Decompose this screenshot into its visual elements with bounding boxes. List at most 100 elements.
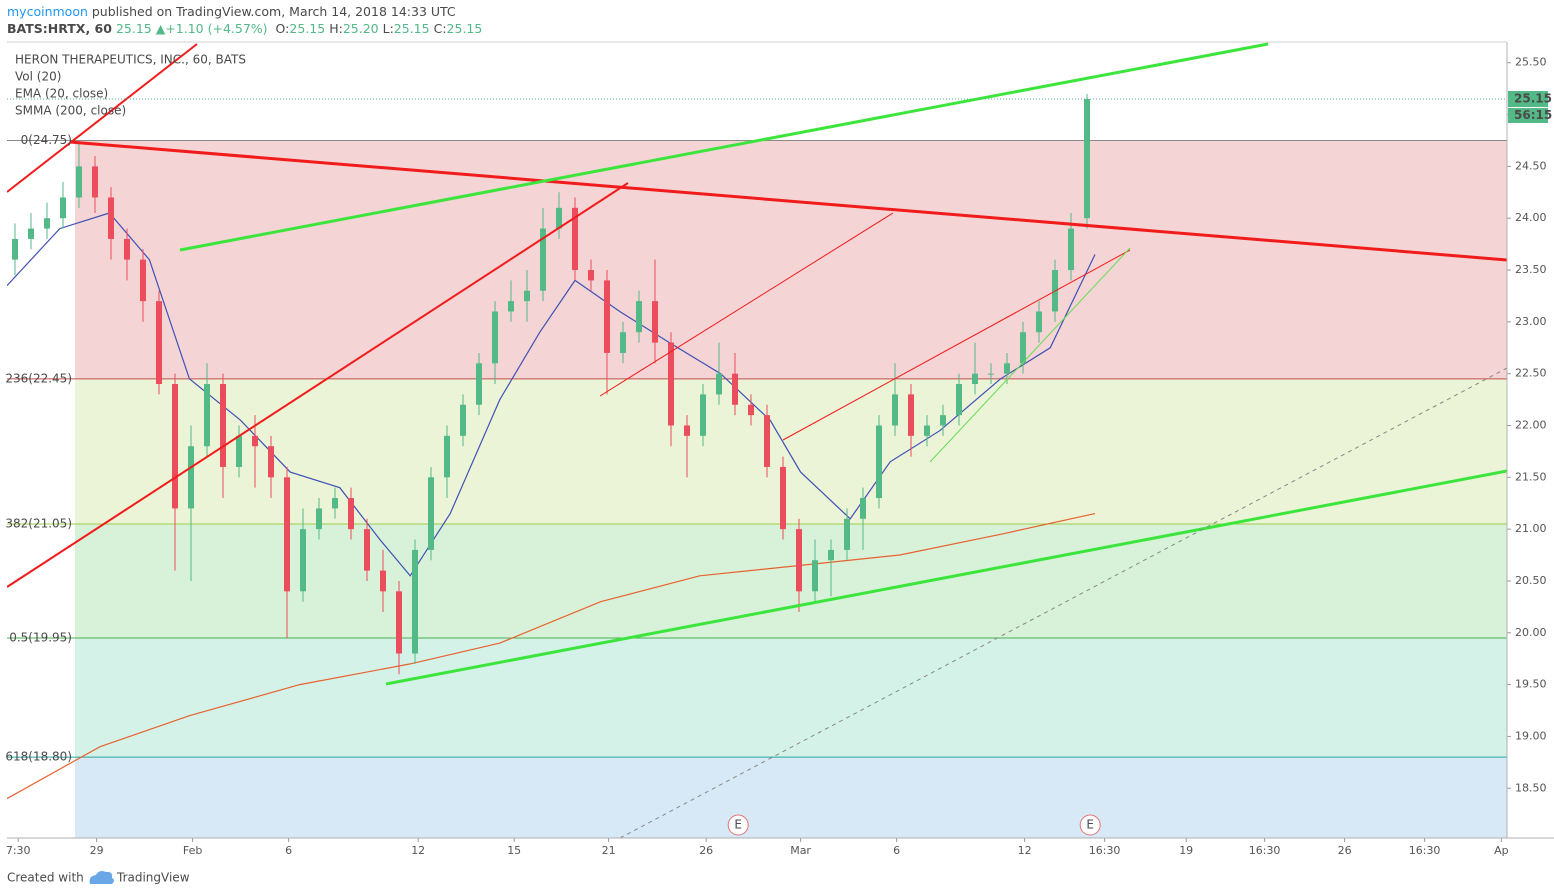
ohlc-value: 25.20	[343, 21, 379, 36]
ohlc-value: 25.15	[394, 21, 430, 36]
x-tick-label: 26	[1338, 844, 1352, 857]
symbol: BATS:HRTX, 60	[7, 21, 112, 36]
candle-body	[748, 404, 754, 416]
trend-line	[929, 247, 1131, 463]
drawings	[7, 42, 1507, 838]
candle-body	[92, 166, 98, 198]
y-tick-label: 21.50	[1515, 470, 1547, 483]
y-tick-label: 25.50	[1515, 56, 1547, 69]
candle-body	[844, 518, 850, 550]
y-tick-label: 18.50	[1515, 781, 1547, 794]
candle-body	[876, 425, 882, 499]
y-tick-label: 19.50	[1515, 678, 1547, 691]
y-tick-label: 24.50	[1515, 159, 1547, 172]
trend-line	[7, 182, 629, 588]
fib-band	[75, 140, 1507, 379]
event-marker	[727, 814, 749, 836]
candle-body	[780, 466, 786, 530]
candle-body	[972, 373, 978, 385]
candle-body	[668, 342, 674, 426]
candle-body	[28, 228, 34, 239]
candle-body	[300, 529, 306, 592]
candle-body	[460, 404, 466, 436]
candle-body	[860, 498, 866, 519]
candle-body	[588, 270, 594, 281]
candle-body	[796, 529, 802, 592]
candle-body	[556, 207, 562, 229]
x-tick-label: 19	[1179, 844, 1193, 857]
change: ▲+1.10 (+4.57%)	[156, 21, 268, 36]
candle-body	[652, 301, 658, 343]
candle-body	[316, 508, 322, 530]
fib-label: 618(18.80)	[5, 750, 72, 764]
candle-body	[924, 425, 930, 436]
candle-body	[508, 301, 514, 312]
candle-body	[636, 301, 642, 333]
candle-body	[684, 425, 690, 436]
candle-body	[908, 394, 914, 436]
candle-body	[524, 290, 530, 302]
event-label: E	[1086, 818, 1094, 832]
fib-band	[75, 757, 1507, 838]
y-tick-label: 24.00	[1515, 211, 1547, 224]
candle-body	[476, 363, 482, 405]
candle-body	[892, 394, 898, 426]
candle-body	[60, 197, 66, 219]
y-tick-label: 23.00	[1515, 315, 1547, 328]
chart-title: HERON THERAPEUTICS, INC., 60, BATS	[15, 53, 246, 67]
x-tick-label: 16:30	[1249, 844, 1281, 857]
fib-band	[75, 523, 1507, 638]
indicator-label: Vol (20)	[15, 70, 61, 84]
candle-body	[764, 415, 770, 467]
y-tick-label: 23.50	[1515, 263, 1547, 276]
candle-body	[1020, 332, 1026, 364]
x-tick-label: Mar	[790, 844, 811, 857]
candle-body	[124, 238, 130, 260]
author[interactable]: mycoinmoon	[7, 4, 88, 19]
candle-body	[700, 394, 706, 436]
candle-body	[940, 415, 946, 426]
candle-body	[188, 446, 194, 509]
candle-body	[268, 446, 274, 478]
candle-body	[348, 498, 354, 530]
logo	[89, 871, 114, 884]
y-tick-label: 22.00	[1515, 418, 1547, 431]
trend-line	[385, 469, 1507, 686]
candle-body	[44, 218, 50, 229]
indicator-line	[7, 212, 1096, 577]
x-tick-label: 12	[1018, 844, 1032, 857]
fib-band	[75, 378, 1507, 524]
y-tick-label: 21.00	[1515, 522, 1547, 535]
trend-line	[179, 42, 1269, 252]
candle-body	[204, 384, 210, 447]
x-tick-label: 7:30	[6, 844, 31, 857]
x-tick-label: 6	[285, 844, 292, 857]
x-tick-label: Feb	[183, 844, 202, 857]
x-tick-label: 12	[411, 844, 425, 857]
candle-body	[716, 373, 722, 395]
fib-band	[75, 637, 1507, 758]
y-tick-label: 22.50	[1515, 367, 1547, 380]
ohlc-value: 25.15	[447, 21, 483, 36]
fib-label: 382(21.05)	[5, 516, 72, 530]
countdown: 56:15	[1514, 108, 1552, 122]
candle-body	[828, 549, 834, 561]
candle-body	[396, 591, 402, 654]
trend-line	[599, 212, 894, 397]
ohlc-label: O:	[276, 21, 290, 36]
candle-body	[988, 373, 994, 375]
candle-body	[956, 384, 962, 416]
candle-body	[76, 166, 82, 198]
candle-body	[364, 529, 370, 571]
published: published on TradingView.com, March 14, …	[88, 4, 456, 19]
price-tag-label: 25.15	[1514, 92, 1552, 106]
candle-body	[604, 280, 610, 353]
fib-label: 0(24.75)	[21, 133, 72, 147]
footer-brand[interactable]: TradingView	[116, 871, 190, 885]
x-tick-label: 6	[893, 844, 900, 857]
x-tick-label: 21	[602, 844, 616, 857]
ohlc-label: L:	[383, 21, 394, 36]
trend-line	[7, 43, 198, 193]
x-tick-label: 16:30	[1409, 844, 1441, 857]
